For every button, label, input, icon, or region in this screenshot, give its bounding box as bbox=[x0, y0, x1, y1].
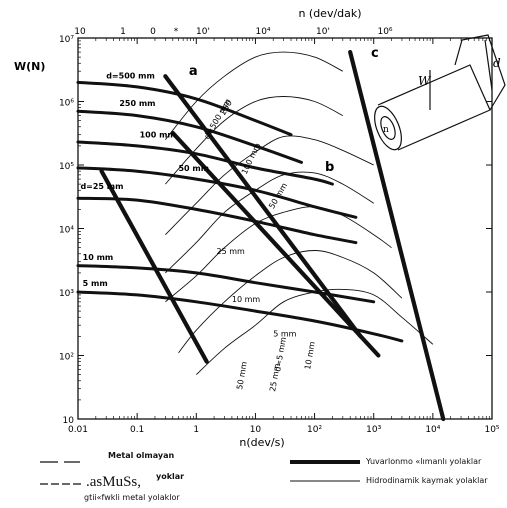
x-tick-label: 10⁴ bbox=[425, 425, 440, 435]
top-tick-label: 10' bbox=[316, 27, 330, 37]
rolling-curve-label: 250 mm bbox=[119, 99, 155, 108]
top-tick-label: 10⁴ bbox=[255, 27, 270, 37]
y-tick-label: 10 bbox=[63, 416, 75, 426]
vertical-curve-label: 10 mm bbox=[303, 341, 317, 371]
hydro-curve-label: 50 mm bbox=[267, 181, 289, 210]
boundary-line-0 bbox=[99, 169, 209, 364]
hydro-curve-100-mm bbox=[165, 135, 374, 236]
y-tick-label: 10⁷ bbox=[59, 35, 74, 45]
diagram-d-label: d bbox=[493, 56, 501, 70]
diagram-w-label: W bbox=[418, 74, 432, 88]
hydro-curve-250 bbox=[165, 96, 344, 185]
top-tick-label: 0 bbox=[150, 27, 156, 37]
y-tick-label: 10⁴ bbox=[59, 226, 74, 236]
bearing-diagram bbox=[374, 34, 506, 151]
rolling-curve-d-25-mm bbox=[76, 196, 358, 245]
boundary-lines bbox=[99, 49, 446, 422]
legend-label-metal-olmayan: Metal olmayan bbox=[108, 451, 175, 460]
hydro-curve-d-500-mm bbox=[165, 51, 343, 140]
top-axis-title: n (dev/dak) bbox=[298, 7, 361, 20]
boundary-line-a bbox=[163, 74, 363, 339]
rolling-curve-label: d=500 mm bbox=[106, 72, 155, 81]
rolling-curve-label: 50 mm bbox=[178, 164, 209, 173]
diagram-n-label: n bbox=[383, 125, 389, 135]
vertical-curve-label: 25 mm bbox=[268, 363, 282, 393]
rolling-curve-50-mm bbox=[76, 166, 358, 219]
legend-label-rolling: Yuvarlonmo «lımanlı yolaklar bbox=[366, 457, 482, 466]
top-tick-label: 10 bbox=[74, 27, 86, 37]
top-tick-label: 10' bbox=[196, 27, 210, 37]
x-tick-label: 0.01 bbox=[68, 425, 88, 435]
x-tick-label: 10² bbox=[307, 425, 322, 435]
hydro-curve-label: 5 mm bbox=[273, 329, 296, 338]
boundary-label-a: a bbox=[189, 64, 198, 79]
top-tick-label: 10⁶ bbox=[377, 27, 392, 37]
hydro-curve-label: 10 mm bbox=[232, 295, 261, 304]
x-tick-label: 0.1 bbox=[130, 425, 144, 435]
legend-label-metal-yolaklar: gtii«fwkli metal yolaklor bbox=[84, 493, 180, 502]
y-tick-label: 10³ bbox=[59, 289, 74, 299]
x-tick-label: 10 bbox=[250, 425, 262, 435]
y-axis-title: W(N) bbox=[14, 60, 45, 73]
axis-ticks: 0.01 0.1 1 10 10² 10³ 10⁴ 10⁵1010²10³10⁴10⁵10⁶1… bbox=[59, 27, 500, 435]
x-tick-label: 1 bbox=[193, 425, 199, 435]
top-tick-label: 1 bbox=[120, 27, 126, 37]
hydro-curve-label: 100 mm bbox=[240, 141, 262, 175]
hydro-curve-50-mm bbox=[165, 171, 374, 274]
rolling-curve-label: 100 mm bbox=[140, 131, 176, 140]
rolling-curve-250-mm bbox=[76, 109, 303, 164]
bearing-body-outline bbox=[377, 64, 491, 151]
vertical-curve-label: 50 mm bbox=[235, 361, 249, 391]
x-tick-label: 10³ bbox=[366, 425, 381, 435]
rolling-curve-5-mm bbox=[76, 290, 404, 343]
hydro-curve-25-mm bbox=[165, 206, 392, 303]
bearing-shaft bbox=[454, 34, 506, 111]
y-tick-label: 10⁶ bbox=[59, 99, 74, 109]
legend-label-yoklar: yoklar bbox=[156, 472, 185, 481]
diameter-dimension bbox=[484, 39, 493, 91]
rolling-curve-label: 10 mm bbox=[83, 253, 114, 262]
boundary-label-b: b bbox=[325, 160, 334, 175]
rolling-curve-100-mm bbox=[76, 140, 334, 186]
y-tick-label: 10² bbox=[59, 353, 74, 363]
boundary-line-b bbox=[170, 130, 381, 358]
rolling-bearing-curves bbox=[76, 80, 404, 343]
x-tick-label: 10⁵ bbox=[484, 425, 499, 435]
hydro-curve-label: 25 mm bbox=[217, 247, 246, 256]
boundary-label-c: c bbox=[371, 46, 379, 61]
rolling-curve-label: d=25 mm bbox=[80, 182, 123, 191]
top-tick-label: * bbox=[174, 27, 179, 37]
legend-label-sinterli: .asMuSs, bbox=[86, 474, 142, 490]
y-tick-label: 10⁵ bbox=[59, 162, 74, 172]
hydro-curve-10-mm bbox=[178, 250, 403, 354]
rolling-curve-label: 5 mm bbox=[83, 279, 108, 288]
bearing-bore bbox=[380, 116, 396, 140]
x-axis-title: n(dev/s) bbox=[239, 436, 284, 449]
boundary-line-c bbox=[348, 49, 446, 422]
bearing-face bbox=[374, 105, 402, 151]
legend-label-hydrodynamic: Hidrodinamik kaymak yolaklar bbox=[366, 476, 488, 485]
rolling-curve-d-500-mm bbox=[76, 80, 293, 137]
